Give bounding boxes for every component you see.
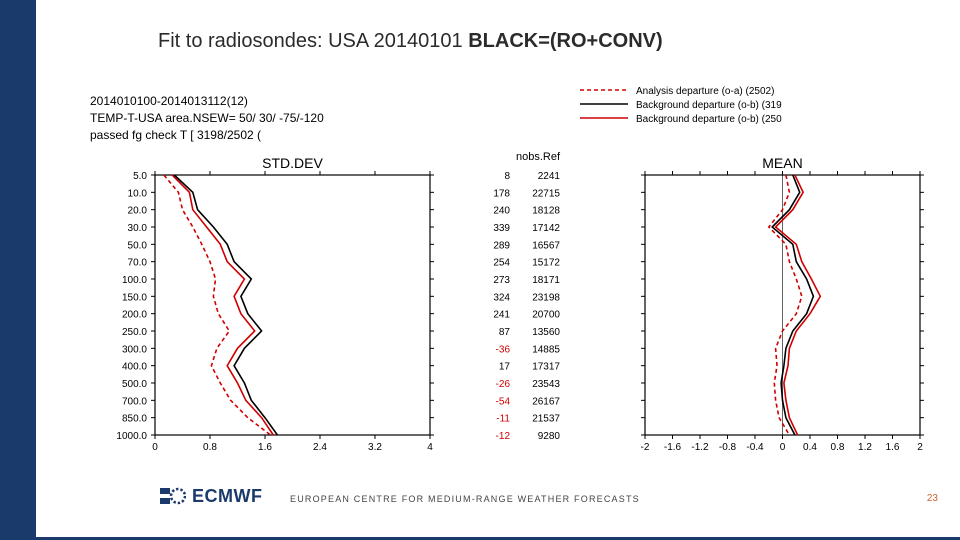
svg-text:241: 241 [493, 310, 510, 321]
svg-text:0.4: 0.4 [803, 442, 817, 450]
svg-text:-2: -2 [641, 442, 650, 450]
svg-text:30.0: 30.0 [128, 223, 148, 234]
svg-text:50.0: 50.0 [128, 240, 148, 251]
svg-text:273: 273 [493, 275, 510, 286]
chart-area: 2014010100-2014013112(12) TEMP-T-USA area… [90, 80, 930, 450]
svg-text:10.0: 10.0 [128, 188, 148, 199]
svg-text:STD.DEV: STD.DEV [262, 155, 323, 171]
svg-text:26167: 26167 [532, 396, 560, 407]
svg-text:-26: -26 [496, 379, 511, 390]
svg-text:0: 0 [780, 442, 786, 450]
svg-text:0.8: 0.8 [203, 442, 217, 450]
svg-text:22715: 22715 [532, 188, 560, 199]
svg-text:Background departure (o-b) (31: Background departure (o-b) (319 [636, 100, 782, 111]
svg-text:MEAN: MEAN [762, 155, 802, 171]
svg-text:1.6: 1.6 [258, 442, 272, 450]
svg-text:-1.2: -1.2 [691, 442, 709, 450]
svg-text:15172: 15172 [532, 258, 560, 269]
svg-text:13560: 13560 [532, 327, 560, 338]
profile-charts: 2014010100-2014013112(12) TEMP-T-USA area… [90, 80, 930, 450]
svg-text:23198: 23198 [532, 292, 560, 303]
svg-text:300.0: 300.0 [122, 344, 147, 355]
svg-text:16567: 16567 [532, 240, 560, 251]
svg-text:-54: -54 [496, 396, 511, 407]
svg-text:289: 289 [493, 240, 510, 251]
svg-text:500.0: 500.0 [122, 379, 147, 390]
svg-text:17142: 17142 [532, 223, 560, 234]
svg-text:-0.4: -0.4 [746, 442, 764, 450]
svg-text:178: 178 [493, 188, 510, 199]
svg-text:0.8: 0.8 [831, 442, 845, 450]
svg-text:TEMP-T-USA area.NSEW= 50/: TEMP-T-USA area.NSEW= 50/ 30/ -75/-120 [90, 111, 324, 125]
ecmwf-logo: ECMWF [160, 482, 262, 510]
title-plain: Fit to radiosondes: USA 20140101 [158, 30, 468, 52]
svg-text:70.0: 70.0 [128, 258, 148, 269]
svg-text:850.0: 850.0 [122, 414, 147, 425]
svg-text:240: 240 [493, 206, 510, 217]
svg-text:200.0: 200.0 [122, 310, 147, 321]
svg-text:87: 87 [499, 327, 511, 338]
svg-text:9280: 9280 [538, 431, 561, 442]
logo-text: ECMWF [192, 486, 262, 507]
svg-text:-36: -36 [496, 344, 511, 355]
svg-text:100.0: 100.0 [122, 275, 147, 286]
svg-text:20.0: 20.0 [128, 206, 148, 217]
svg-text:17: 17 [499, 362, 511, 373]
svg-text:250.0: 250.0 [122, 327, 147, 338]
svg-text:2: 2 [917, 442, 923, 450]
svg-text:2.4: 2.4 [313, 442, 327, 450]
svg-text:150.0: 150.0 [122, 292, 147, 303]
svg-text:-0.8: -0.8 [719, 442, 737, 450]
svg-text:-12: -12 [496, 431, 511, 442]
svg-text:254: 254 [493, 258, 510, 269]
svg-text:1.2: 1.2 [858, 442, 872, 450]
svg-text:21537: 21537 [532, 414, 560, 425]
svg-text:-1.6: -1.6 [664, 442, 682, 450]
svg-text:20700: 20700 [532, 310, 560, 321]
svg-text:324: 324 [493, 292, 510, 303]
svg-text:Analysis departure (o-a) (2502: Analysis departure (o-a) (2502) [636, 86, 774, 97]
svg-text:23543: 23543 [532, 379, 560, 390]
brand-leftbar [0, 0, 36, 540]
svg-text:nobs.Ref: nobs.Ref [516, 151, 561, 163]
page-number: 23 [927, 493, 938, 504]
ecmwf-logo-icon [160, 486, 186, 506]
footer-text: EUROPEAN CENTRE FOR MEDIUM-RANGE WEATHER… [290, 494, 640, 504]
svg-text:5.0: 5.0 [133, 171, 147, 182]
svg-text:passed fg check T [ 3198/2502: passed fg check T [ 3198/2502 ( [90, 128, 261, 142]
svg-text:2241: 2241 [538, 171, 561, 182]
svg-text:3.2: 3.2 [368, 442, 382, 450]
svg-text:8: 8 [504, 171, 510, 182]
svg-text:400.0: 400.0 [122, 362, 147, 373]
svg-text:1.6: 1.6 [886, 442, 900, 450]
title-bold: BLACK=(RO+CONV) [468, 30, 662, 52]
svg-text:1000.0: 1000.0 [116, 431, 147, 442]
svg-text:Background departure (o-b) (25: Background departure (o-b) (250 [636, 114, 782, 125]
svg-text:700.0: 700.0 [122, 396, 147, 407]
page-title: Fit to radiosondes: USA 20140101 BLACK=(… [158, 30, 663, 53]
svg-text:18171: 18171 [532, 275, 560, 286]
svg-text:0: 0 [152, 442, 158, 450]
svg-text:4: 4 [427, 442, 433, 450]
svg-text:17317: 17317 [532, 362, 560, 373]
svg-text:-11: -11 [496, 414, 510, 425]
svg-text:339: 339 [493, 223, 510, 234]
svg-text:18128: 18128 [532, 206, 560, 217]
svg-text:14885: 14885 [532, 344, 560, 355]
svg-text:2014010100-2014013112(12): 2014010100-2014013112(12) [90, 94, 248, 108]
